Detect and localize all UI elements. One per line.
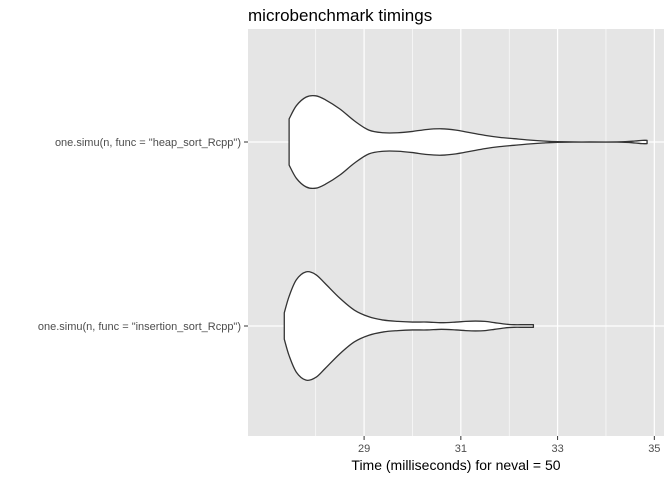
x-tick-label: 35 [648, 443, 660, 455]
y-tick-label: one.simu(n, func = "insertion_sort_Rcpp"… [38, 321, 241, 333]
x-tick-label: 29 [358, 443, 370, 455]
y-axis: one.simu(n, func = "heap_sort_Rcpp") one.… [38, 137, 248, 333]
violin-insertion-sort [283, 270, 535, 382]
y-tick-label: one.simu(n, func = "heap_sort_Rcpp") [55, 137, 241, 149]
x-axis: 29 31 33 35 [358, 436, 660, 455]
x-tick-label: 31 [455, 443, 467, 455]
violins [283, 94, 648, 382]
x-axis-title: Time (milliseconds) for neval = 50 [351, 457, 560, 473]
violin-heap-sort [288, 94, 648, 190]
x-tick-label: 33 [551, 443, 563, 455]
chart-title: microbenchmark timings [248, 6, 432, 25]
